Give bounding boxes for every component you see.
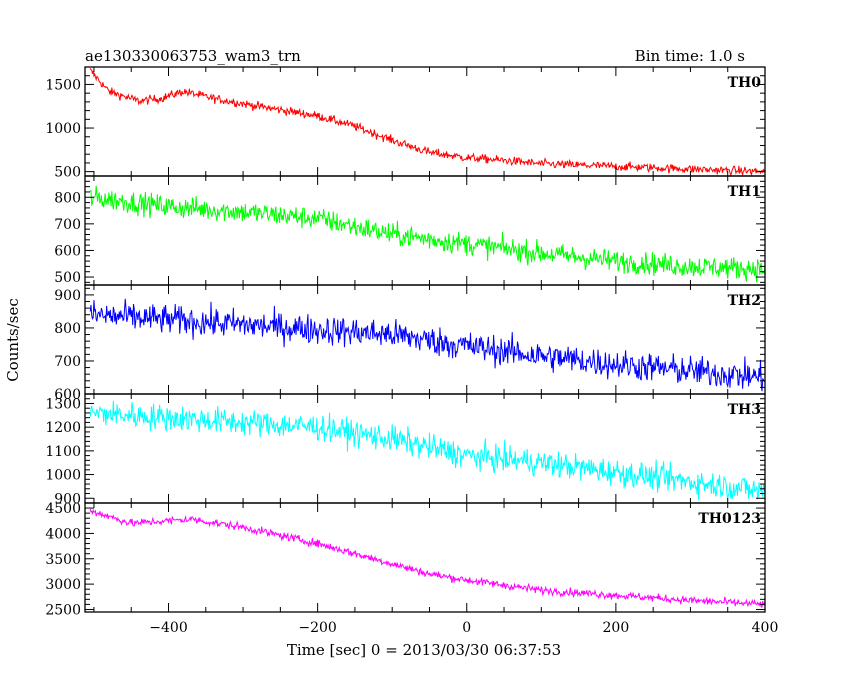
y-tick-label: 800 xyxy=(54,190,81,206)
panel-group: TH0 500 1000 1500 TH1 500 600 700 800 TH2 600 700 80… xyxy=(45,66,779,636)
chart-title: ae130330063753_wam3_trn xyxy=(85,47,301,65)
series-line-th2 xyxy=(89,298,765,392)
panel-frame xyxy=(84,66,766,177)
series-line-th3 xyxy=(89,400,765,501)
series-line-th1 xyxy=(89,185,765,283)
panel-th3: TH3 900 1000 1100 1200 1300 xyxy=(45,393,766,507)
channel-label: TH0123 xyxy=(698,511,761,527)
channel-label: TH1 xyxy=(728,184,761,200)
panel-th2: TH2 600 700 800 900 xyxy=(54,284,766,403)
y-tick-label: 4500 xyxy=(45,501,81,517)
y-tick-label: 2500 xyxy=(45,602,81,618)
panel-frame xyxy=(84,393,766,504)
y-tick-label: 500 xyxy=(54,165,81,181)
x-tick-label: 200 xyxy=(603,620,630,636)
series-line-th0123 xyxy=(89,508,765,608)
channel-label: TH3 xyxy=(728,402,761,418)
x-tick-label: −200 xyxy=(298,620,336,636)
y-tick-label: 1500 xyxy=(45,77,81,93)
y-tick-label: 900 xyxy=(54,288,81,304)
y-tick-label: 600 xyxy=(54,387,81,403)
y-tick-label: 1000 xyxy=(45,468,81,484)
y-tick-label: 500 xyxy=(54,270,81,286)
channel-label: TH0 xyxy=(728,75,762,91)
y-tick-label: 3500 xyxy=(45,552,81,568)
panel-th0123: TH0123 2500 3000 3500 4000 4500 xyxy=(45,501,766,618)
y-tick-label: 700 xyxy=(54,354,81,370)
y-tick-label: 1000 xyxy=(45,121,81,137)
channel-label: TH2 xyxy=(728,293,761,309)
y-tick-label: 800 xyxy=(54,321,81,337)
y-tick-label: 700 xyxy=(54,217,81,233)
y-tick-label: 4000 xyxy=(45,526,81,542)
series-line-th0 xyxy=(89,68,765,176)
panel-frame xyxy=(84,284,766,395)
panel-th0: TH0 500 1000 1500 xyxy=(45,66,766,181)
y-tick-label: 900 xyxy=(54,491,81,507)
x-tick-label: 0 xyxy=(462,620,471,636)
panel-th1: TH1 500 600 700 800 xyxy=(54,175,766,286)
y-tick-label: 3000 xyxy=(45,577,81,593)
y-tick-label: 600 xyxy=(54,243,81,259)
x-tick-label: 400 xyxy=(752,620,779,636)
y-tick-label: 1100 xyxy=(45,444,81,460)
y-axis-label: Counts/sec xyxy=(4,298,22,382)
x-axis-label: Time [sec] 0 = 2013/03/30 06:37:53 xyxy=(287,641,561,659)
y-tick-label: 1300 xyxy=(45,396,81,412)
y-tick-label: 1200 xyxy=(45,420,81,436)
bin-time-label: Bin time: 1.0 s xyxy=(635,47,745,65)
panel-frame xyxy=(84,502,766,613)
x-tick-label: −400 xyxy=(149,620,187,636)
